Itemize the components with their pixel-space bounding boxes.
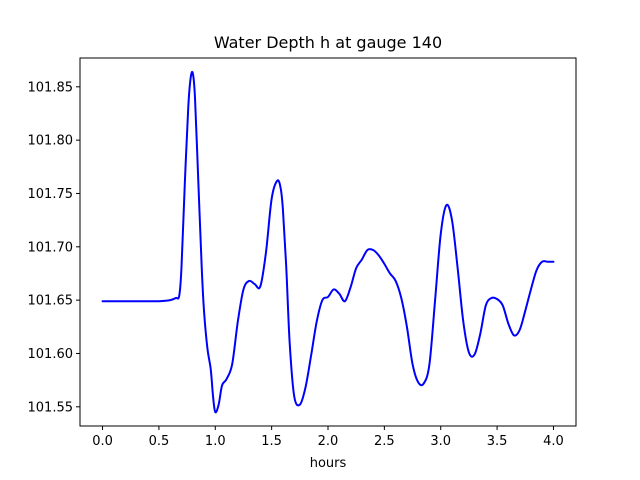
series-group — [101, 70, 555, 414]
x-tick-label: 3.5 — [487, 434, 508, 449]
x-tick-label: 4.0 — [543, 434, 564, 449]
x-axis-label: hours — [310, 456, 347, 471]
x-tick-label: 0.0 — [92, 434, 113, 449]
y-tick-label: 101.70 — [28, 240, 74, 255]
x-tick-label: 0.5 — [149, 434, 170, 449]
y-tick-label: 101.75 — [28, 187, 74, 202]
y-tick-label: 101.60 — [28, 347, 74, 362]
y-axis: 101.55 101.60 101.65 101.70 101.75 101.80 101.… — [28, 80, 80, 415]
x-tick-label: 1.0 — [205, 434, 226, 449]
y-tick-label: 101.55 — [28, 400, 74, 415]
x-tick-label: 1.5 — [261, 434, 282, 449]
x-tick-label: 2.0 — [318, 434, 339, 449]
x-tick-label: 3.0 — [430, 434, 451, 449]
y-tick-label: 101.85 — [28, 80, 74, 95]
y-tick-label: 101.80 — [28, 134, 74, 149]
x-tick-label: 2.5 — [374, 434, 395, 449]
x-axis: 0.0 0.5 1.0 1.5 2.0 2.5 3.0 3.5 4.0 — [92, 426, 564, 449]
chart-title: Water Depth h at gauge 140 — [214, 33, 442, 52]
y-tick-label: 101.65 — [28, 294, 74, 309]
series-line — [101, 70, 555, 414]
